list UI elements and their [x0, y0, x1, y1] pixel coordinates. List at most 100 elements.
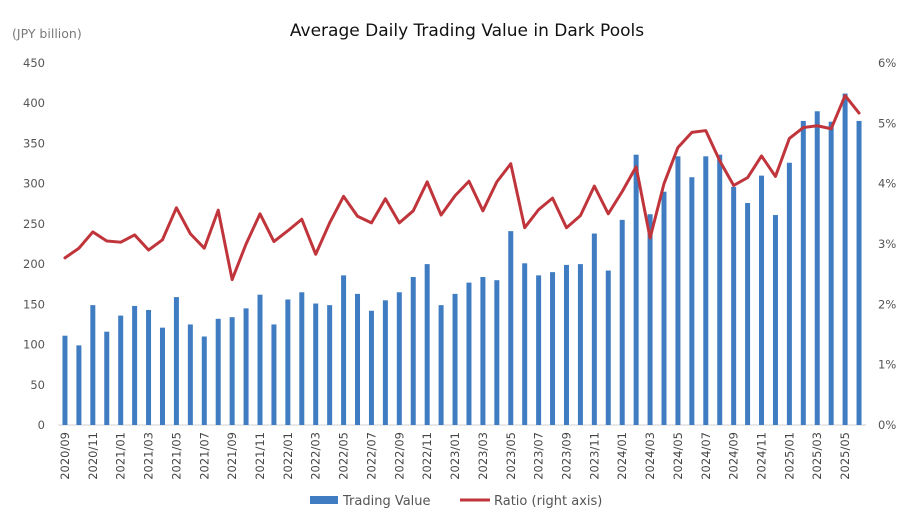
y-right-tick-label: 1% [878, 358, 896, 372]
legend: Trading Value Ratio (right axis) [310, 494, 602, 509]
trading-value-bar [201, 336, 207, 425]
trading-value-bar [76, 345, 82, 425]
x-tick-label: 2020/09 [58, 432, 72, 480]
y-right-axis-ticks: 0% 1% 2% 3% 4% 5% 6% [878, 56, 896, 432]
trading-value-bar [759, 175, 765, 425]
x-tick-label: 2023/09 [559, 432, 573, 480]
trading-value-bar [396, 292, 402, 425]
x-tick-label: 2021/03 [142, 432, 156, 480]
x-tick-label: 2024/01 [615, 432, 629, 480]
trading-value-bar [299, 292, 305, 425]
trading-value-bar [605, 270, 611, 425]
x-tick-label: 2021/05 [169, 432, 183, 480]
trading-value-bar [675, 156, 681, 425]
trading-value-bar [90, 305, 96, 425]
y-right-tick-label: 5% [878, 116, 896, 130]
y-right-tick-label: 4% [878, 177, 896, 191]
legend-swatch-trading-value [310, 496, 338, 504]
x-tick-label: 2022/01 [281, 432, 295, 480]
trading-value-bar [229, 317, 235, 425]
trading-value-bar [828, 121, 834, 426]
x-tick-label: 2022/03 [309, 432, 323, 480]
trading-value-bar [341, 275, 347, 425]
trading-value-bar [327, 305, 333, 425]
trading-value-bar [745, 202, 751, 425]
trading-value-bar [522, 263, 528, 425]
trading-value-bars [62, 93, 862, 426]
trading-value-bar [271, 324, 277, 425]
trading-value-bar [786, 162, 792, 426]
trading-value-bar [508, 231, 514, 425]
trading-value-bar [424, 264, 430, 425]
x-tick-label: 2024/07 [699, 432, 713, 480]
trading-value-bar [689, 177, 695, 425]
trading-value-bar [647, 214, 653, 425]
trading-value-bar [591, 233, 597, 425]
trading-value-bar [285, 299, 291, 425]
x-tick-label: 2021/01 [114, 432, 128, 480]
trading-value-bar [382, 300, 388, 425]
x-tick-label: 2024/11 [755, 432, 769, 480]
x-tick-label: 2024/05 [671, 432, 685, 480]
x-tick-label: 2022/09 [392, 432, 406, 480]
x-tick-label: 2021/11 [253, 432, 267, 480]
trading-value-bar [159, 327, 165, 425]
y-left-tick-label: 150 [23, 297, 45, 311]
x-tick-label: 2023/03 [476, 432, 490, 480]
x-tick-label: 2023/05 [504, 432, 518, 480]
y-left-tick-label: 350 [23, 136, 45, 150]
x-tick-label: 2022/07 [364, 432, 378, 480]
y-left-tick-label: 0 [38, 418, 45, 432]
x-tick-label: 2022/05 [337, 432, 351, 480]
trading-value-bar [480, 276, 486, 425]
x-tick-label: 2023/01 [448, 432, 462, 480]
legend-label-ratio: Ratio (right axis) [494, 494, 602, 509]
y-left-unit-label: (JPY billion) [12, 26, 82, 41]
trading-value-bar [633, 154, 639, 425]
x-tick-label: 2022/11 [420, 432, 434, 480]
x-tick-label: 2020/11 [86, 432, 100, 480]
y-left-tick-label: 50 [30, 378, 45, 392]
trading-value-bar [118, 315, 124, 425]
y-right-tick-label: 6% [878, 56, 896, 70]
trading-value-bar [814, 111, 820, 426]
trading-value-bar [731, 186, 737, 425]
y-right-tick-label: 0% [878, 418, 896, 432]
trading-value-bar [368, 310, 374, 425]
trading-value-bar [187, 324, 193, 425]
trading-value-bar [703, 156, 709, 425]
trading-value-bar [772, 215, 778, 425]
x-tick-label: 2024/03 [643, 432, 657, 480]
trading-value-bar [856, 120, 862, 426]
x-tick-label: 2024/09 [727, 432, 741, 480]
trading-value-bar [215, 318, 221, 425]
trading-value-bar [173, 297, 179, 425]
trading-value-bar [243, 308, 249, 425]
x-tick-label: 2021/07 [197, 432, 211, 480]
ratio-line [63, 94, 861, 282]
trading-value-bar [438, 305, 444, 425]
y-right-tick-label: 2% [878, 297, 896, 311]
y-left-tick-label: 400 [23, 96, 45, 110]
y-left-tick-label: 450 [23, 56, 45, 70]
y-left-tick-label: 300 [23, 177, 45, 191]
trading-value-bar [257, 294, 263, 425]
y-left-tick-label: 200 [23, 257, 45, 271]
trading-value-bar [313, 303, 319, 425]
trading-value-bar [536, 275, 542, 425]
trading-value-bar [104, 331, 110, 425]
trading-value-bar [410, 276, 416, 425]
trading-value-bar [355, 293, 361, 425]
trading-value-bar [842, 93, 848, 426]
legend-label-trading-value: Trading Value [342, 494, 431, 509]
trading-value-bar [577, 264, 583, 425]
x-tick-label: 2023/11 [587, 432, 601, 480]
y-left-tick-label: 250 [23, 217, 45, 231]
trading-value-bar [452, 293, 458, 425]
x-tick-label: 2023/07 [532, 432, 546, 480]
x-axis-ticks: 2020/09 2020/11 2021/01 2021/03 2021/05 2021/… [58, 432, 852, 480]
x-tick-label: 2025/01 [782, 432, 796, 480]
trading-value-bar [563, 264, 569, 425]
